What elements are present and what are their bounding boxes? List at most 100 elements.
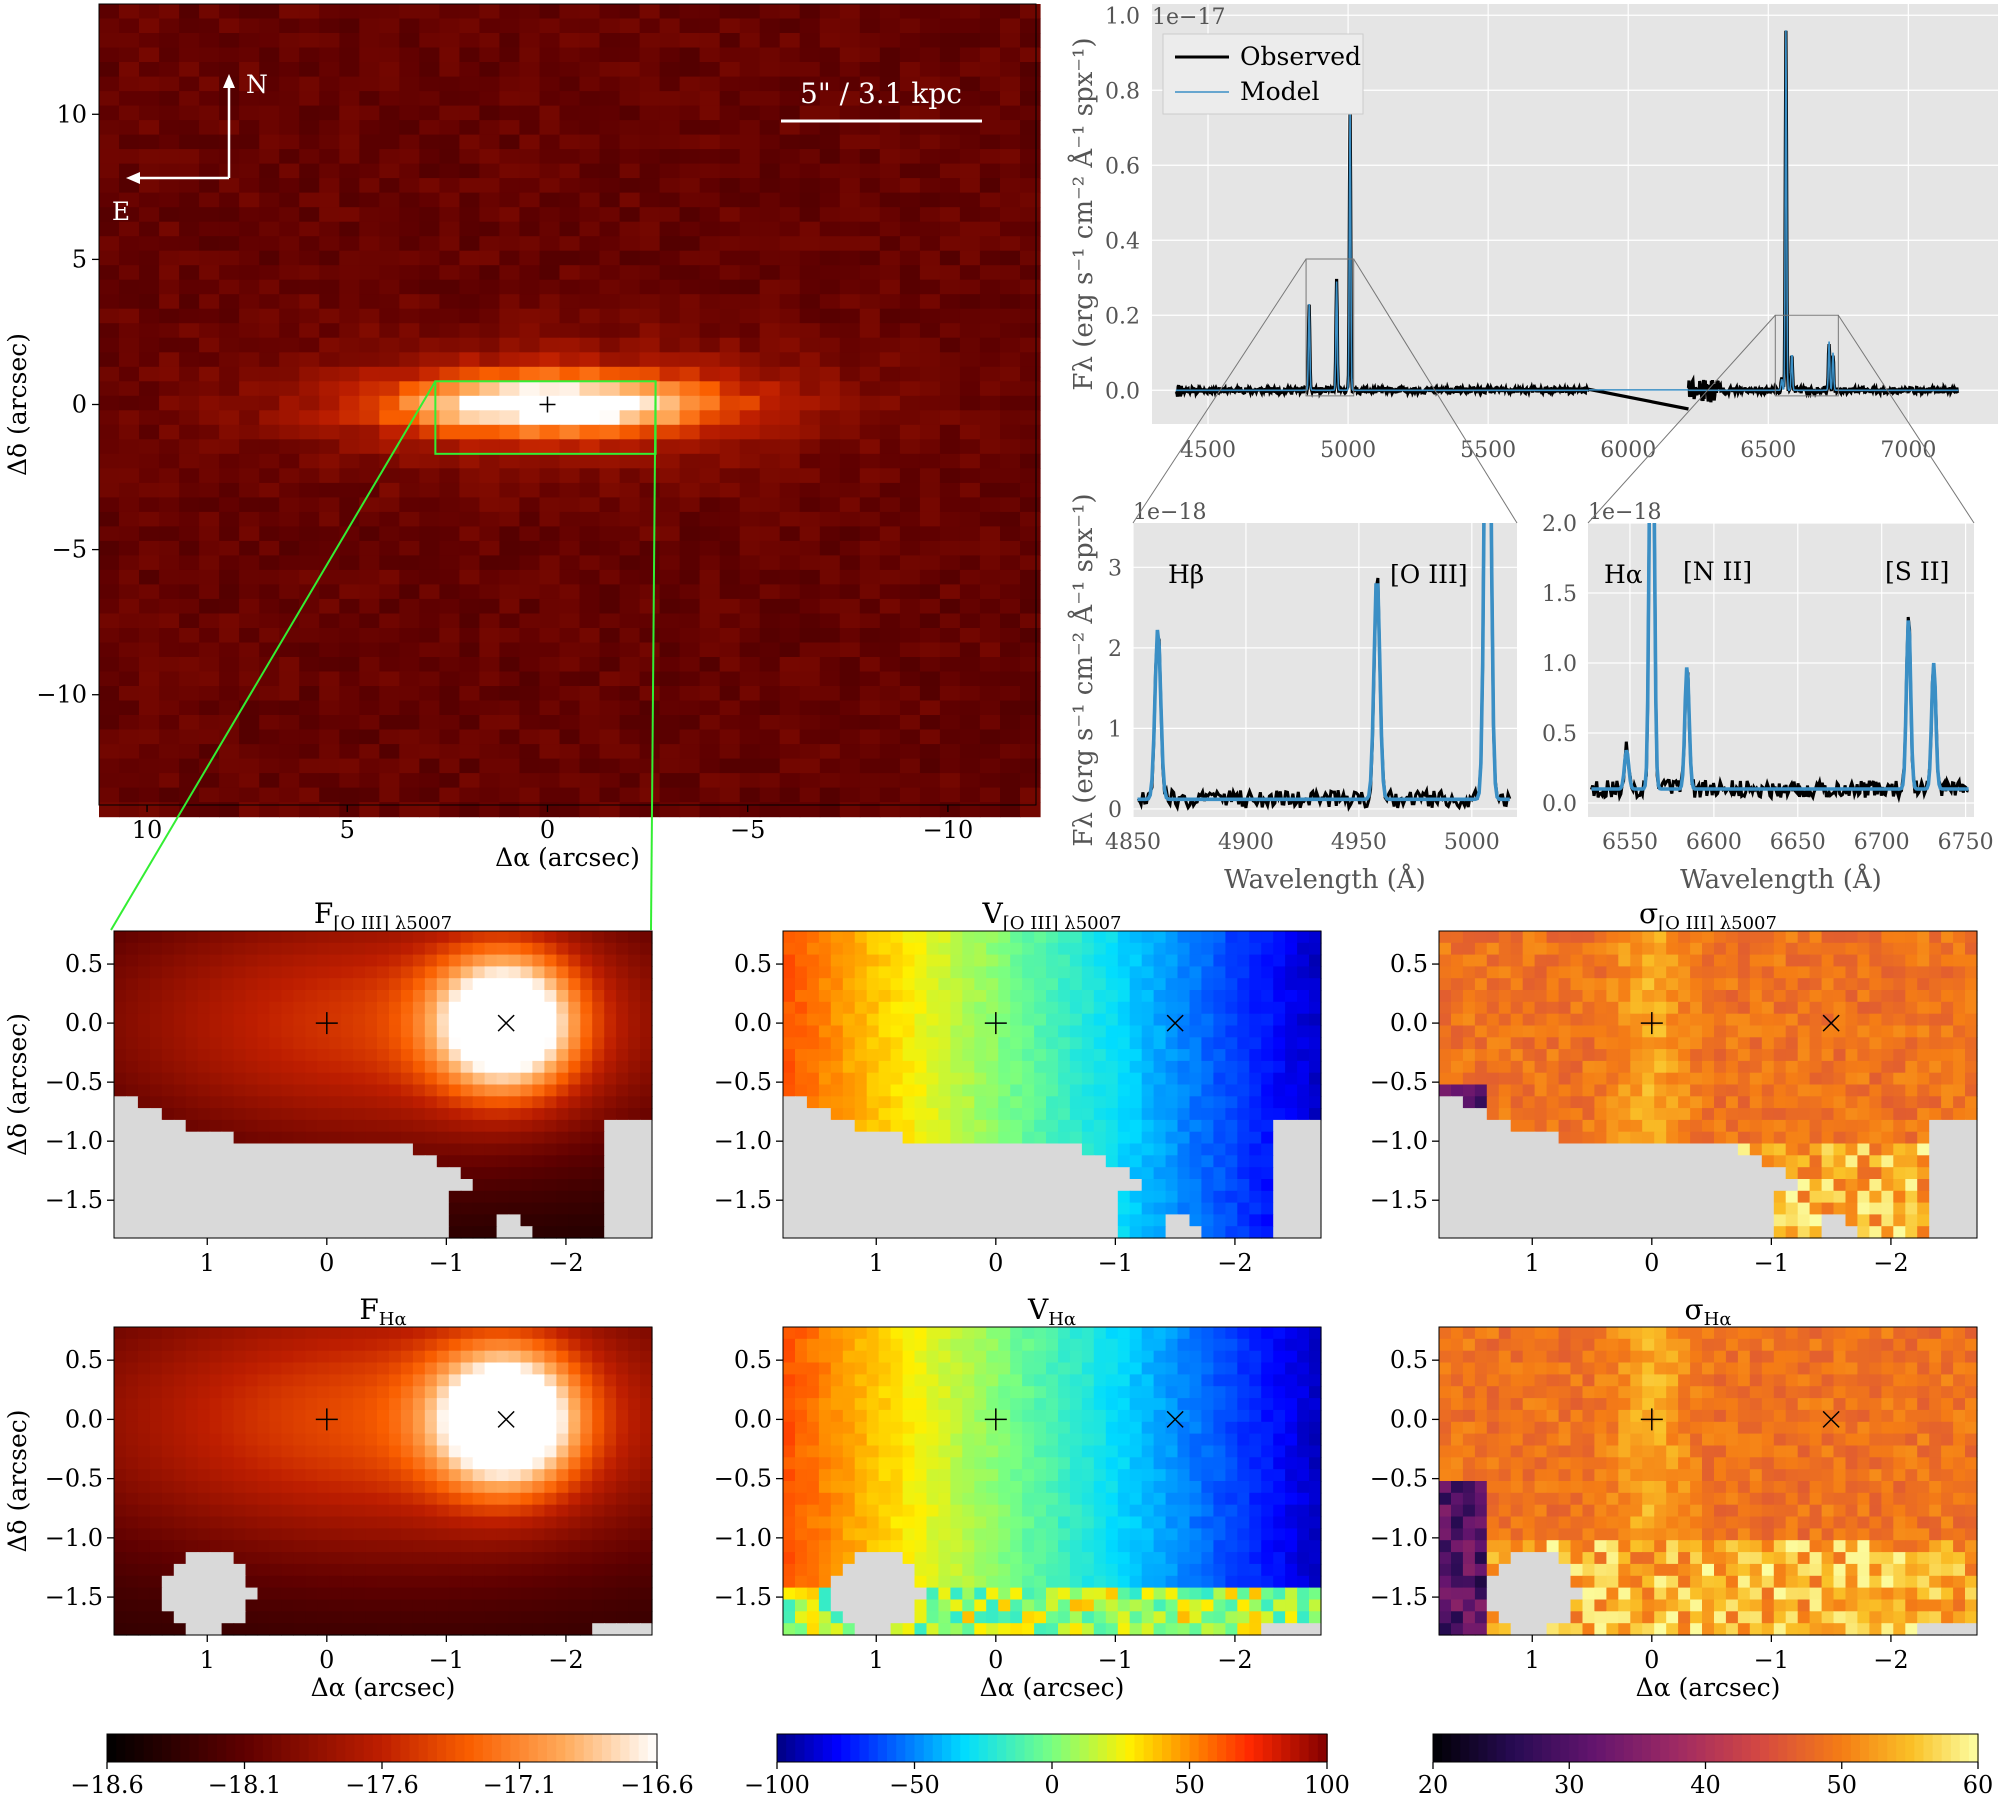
spectrum-ytick-label: 0.6 [1105, 154, 1140, 179]
image-pixel [939, 4, 961, 20]
image-pixel [899, 613, 921, 629]
image-pixel [359, 424, 380, 440]
image-pixel [839, 715, 861, 731]
image-pixel [499, 628, 520, 644]
image-pixel [979, 33, 1001, 49]
map-pixel [1069, 942, 1083, 956]
map-pixel [914, 1131, 928, 1145]
map-pixel [902, 1155, 916, 1168]
image-pixel [199, 120, 220, 136]
image-pixel [439, 91, 460, 107]
image-pixel [659, 482, 681, 498]
map-pixel [341, 1096, 354, 1109]
image-pixel [799, 540, 821, 556]
map-pixel [269, 1037, 282, 1050]
image-pixel [199, 584, 220, 600]
image-pixel [159, 613, 180, 629]
image-pixel [559, 613, 581, 629]
map-pixel [890, 1084, 904, 1097]
image-pixel [379, 497, 400, 513]
image-pixel [519, 555, 540, 571]
image-pixel [699, 395, 721, 411]
map-pixel [341, 954, 354, 967]
map-pixel [795, 1084, 808, 1097]
map-pixel [126, 1096, 139, 1109]
image-pixel [539, 657, 561, 673]
image-pixel [959, 366, 981, 382]
image-pixel [419, 366, 440, 382]
map-pixel [161, 1084, 175, 1097]
image-pixel [919, 4, 941, 20]
image-pixel [599, 497, 621, 513]
image-pixel [979, 250, 1001, 266]
image-pixel [879, 700, 901, 716]
image-pixel [879, 76, 901, 92]
image-pixel [159, 410, 180, 426]
image-pixel [439, 105, 460, 121]
image-pixel [779, 555, 801, 571]
map-pixel [1105, 1131, 1119, 1145]
image-pixel [679, 149, 701, 165]
map-pixel [293, 942, 306, 956]
image-pixel [259, 700, 280, 716]
map-pixel [114, 1060, 127, 1074]
image-pixel [1000, 178, 1021, 194]
map-pixel [389, 942, 402, 956]
image-pixel [879, 221, 901, 237]
map-pixel [341, 1167, 354, 1180]
image-pixel [419, 294, 440, 310]
map-pixel [1010, 1179, 1023, 1192]
image-pixel [699, 540, 721, 556]
map-pixel [986, 1001, 999, 1015]
image-pixel [119, 628, 140, 644]
map-pixel [389, 1167, 402, 1180]
zoom-exponent: 1e−18 [1588, 500, 1661, 525]
image-pixel [819, 265, 841, 281]
map-pixel [556, 990, 569, 1003]
map-pixel [1225, 978, 1238, 991]
image-pixel [779, 207, 801, 223]
image-pixel [579, 555, 601, 571]
image-pixel [759, 91, 781, 107]
image-pixel [479, 686, 500, 702]
image-pixel [719, 410, 741, 426]
map-pixel [137, 990, 151, 1003]
image-pixel [239, 250, 260, 266]
map-pixel [1046, 1013, 1059, 1027]
image-pixel [519, 18, 540, 34]
map-pixel [1213, 1190, 1226, 1204]
map-pixel [1165, 931, 1179, 944]
image-pixel [199, 149, 220, 165]
image-pixel [319, 76, 340, 92]
image-pixel [239, 439, 260, 455]
map-pixel [795, 942, 808, 956]
image-pixel [659, 163, 681, 179]
map-title-main: F [314, 897, 333, 930]
map-pixel [890, 1119, 904, 1133]
image-pixel [679, 657, 701, 673]
image-pixel [859, 308, 881, 324]
map-pixel [806, 1001, 820, 1015]
map-pixel [484, 1049, 498, 1062]
map-pixel [532, 1119, 545, 1133]
image-pixel [539, 366, 561, 382]
image-pixel [699, 671, 721, 687]
image-pixel [199, 613, 220, 629]
map-pixel [353, 1202, 366, 1215]
image-pixel [639, 4, 661, 20]
map-pixel [1129, 1084, 1143, 1097]
image-pixel [979, 279, 1001, 295]
image-pixel [699, 105, 721, 121]
map-pixel [544, 954, 557, 967]
image-pixel [99, 207, 120, 223]
image-pixel [459, 787, 480, 803]
map-pixel [484, 1108, 498, 1121]
map-pixel [484, 1096, 498, 1109]
map-pixel [818, 954, 832, 967]
image-pixel [99, 773, 120, 789]
map-pixel [448, 954, 462, 967]
map-pixel [269, 1214, 282, 1227]
image-pixel [919, 598, 941, 614]
image-pixel [179, 657, 200, 673]
image-pixel [439, 787, 460, 803]
